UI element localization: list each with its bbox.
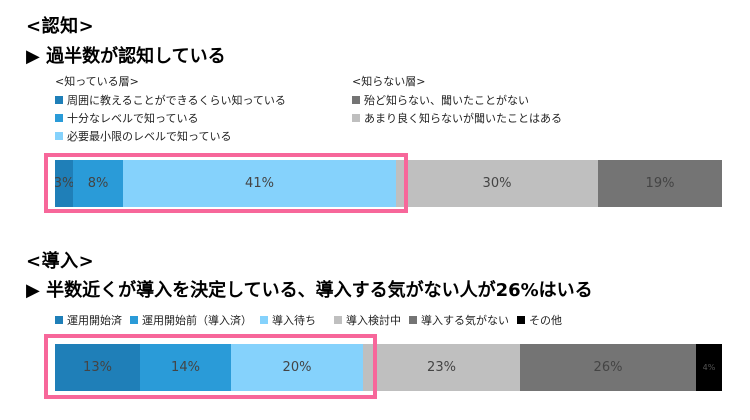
legend-item: 必要最小限のレベルで知っている	[55, 128, 231, 144]
legend-item: 十分なレベルで知っている	[55, 110, 198, 126]
section1-heading: <認知>	[26, 16, 95, 37]
legend-label: 運用開始済	[67, 314, 122, 327]
legend-item: 導入検討中	[334, 312, 401, 328]
legend-swatch	[130, 316, 138, 324]
legend-label: 運用開始前（導入済）	[142, 314, 252, 327]
adoption-stacked-bar: 13% 14% 20% 23% 26% 4%	[55, 344, 722, 391]
bar-segment: 4%	[696, 344, 722, 391]
awareness-stacked-bar: 3% 8% 41% 30% 19%	[55, 160, 722, 207]
adoption-legend: 運用開始済 運用開始前（導入済） 導入待ち 導入検討中 導入する気がない その他	[55, 312, 562, 328]
legend-label: 殆ど知らない、聞いたことがない	[364, 94, 529, 107]
legend-swatch	[55, 114, 63, 122]
legend-swatch	[55, 96, 63, 104]
legend-swatch	[352, 96, 360, 104]
legend-label: 導入する気がない	[421, 314, 509, 327]
legend-item: 運用開始前（導入済）	[130, 312, 252, 328]
bar-segment: 3%	[55, 160, 73, 207]
bar-segment: 13%	[55, 344, 140, 391]
legend-swatch	[55, 316, 63, 324]
legend-item: あまり良く知らないが聞いたことはある	[352, 110, 562, 126]
legend-item: 周囲に教えることができるくらい知っている	[55, 92, 286, 108]
legend-swatch	[55, 132, 63, 140]
bar-segment: 26%	[520, 344, 696, 391]
legend-label: 十分なレベルで知っている	[67, 112, 199, 125]
bar-segment: 8%	[73, 160, 123, 207]
legend-label: 導入検討中	[346, 314, 401, 327]
bar-segment: 23%	[363, 344, 520, 391]
legend-unknown-title: <知らない層>	[352, 75, 426, 88]
legend-item: 殆ど知らない、聞いたことがない	[352, 92, 529, 108]
legend-label: 必要最小限のレベルで知っている	[67, 130, 232, 143]
legend-label: 導入待ち	[272, 314, 316, 327]
bar-segment: 14%	[140, 344, 231, 391]
highlight-box	[44, 153, 408, 213]
legend-swatch	[260, 316, 268, 324]
legend-label: あまり良く知らないが聞いたことはある	[364, 112, 562, 125]
legend-swatch	[334, 316, 342, 324]
bar-segment: 19%	[598, 160, 722, 207]
legend-swatch	[409, 316, 417, 324]
bar-segment: 30%	[396, 160, 598, 207]
legend-swatch	[352, 114, 360, 122]
legend-label: 周囲に教えることができるくらい知っている	[67, 94, 286, 107]
section2-heading: <導入>	[26, 251, 95, 272]
section2-subheading: ▶ 半数近くが導入を決定している、導入する気がない人が26%はいる	[26, 280, 593, 301]
legend-known-title: <知っている層>	[55, 75, 139, 88]
legend-item: その他	[517, 312, 562, 328]
legend-label: その他	[529, 314, 562, 327]
legend-swatch	[517, 316, 525, 324]
section1-subheading: ▶ 過半数が認知している	[26, 46, 226, 67]
legend-item: 導入待ち	[260, 312, 316, 328]
highlight-box	[44, 334, 377, 399]
legend-item: 導入する気がない	[409, 312, 509, 328]
bar-segment: 20%	[231, 344, 363, 391]
bar-segment: 41%	[123, 160, 396, 207]
legend-item: 運用開始済	[55, 312, 122, 328]
